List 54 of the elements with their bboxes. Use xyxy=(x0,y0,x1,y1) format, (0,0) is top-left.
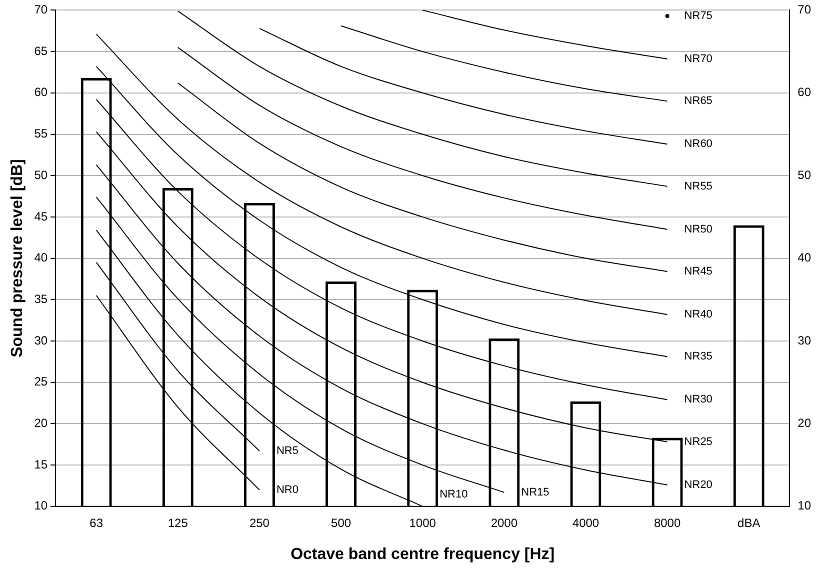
series-label: NR10 xyxy=(440,488,468,500)
y2-tick-label: 60 xyxy=(798,85,812,100)
series-label: NR60 xyxy=(684,138,712,150)
x-tick-label: 500 xyxy=(331,516,352,530)
x-tick-label: 8000 xyxy=(654,516,681,530)
y-axis-title: Sound pressure level [dB] xyxy=(9,159,26,358)
series-label: NR15 xyxy=(521,486,550,498)
series-label: NR5 xyxy=(276,445,298,458)
y-tick-label: 35 xyxy=(34,292,48,306)
y-tick-label: 65 xyxy=(34,44,48,58)
series-label: NR20 xyxy=(684,478,712,491)
y-tick-label: 55 xyxy=(34,126,48,141)
y2-tick-label: 10 xyxy=(798,498,812,513)
y2-tick-label: 50 xyxy=(798,168,812,182)
line-series xyxy=(340,25,668,102)
series-label: NR75 xyxy=(684,10,712,22)
series-label: NR65 xyxy=(684,95,712,108)
line-series xyxy=(96,34,668,316)
y-tick-label: 15 xyxy=(34,457,48,472)
y2-tick-label: 30 xyxy=(798,333,812,348)
x-tick-label: 2000 xyxy=(490,516,518,530)
y2-tick-label: 40 xyxy=(798,250,812,265)
series-label: NR40 xyxy=(684,308,712,321)
series-label: NR30 xyxy=(684,394,712,406)
y-tick-label: 20 xyxy=(34,416,48,430)
line-series xyxy=(177,82,668,272)
series-label: NR25 xyxy=(684,436,712,448)
series-label: NR45 xyxy=(684,266,712,278)
x-tick-label: 250 xyxy=(249,516,270,530)
series-label: NR50 xyxy=(684,223,712,236)
y-tick-label: 10 xyxy=(34,498,48,513)
line-series xyxy=(177,46,668,230)
y-tick-label: 45 xyxy=(34,209,48,224)
x-tick-label: dBA xyxy=(738,516,760,530)
y-tick-label: 70 xyxy=(34,2,48,17)
y-tick-label: 50 xyxy=(34,168,48,182)
x-tick-label: 4000 xyxy=(572,516,600,530)
series-label: NR35 xyxy=(684,350,712,363)
x-tick-label: 125 xyxy=(168,516,188,530)
y-tick-label: 30 xyxy=(34,333,48,348)
y-tick-label: 60 xyxy=(34,85,48,100)
y2-tick-label: 20 xyxy=(798,416,812,430)
line-series xyxy=(177,10,668,187)
x-tick-label: 63 xyxy=(90,516,104,530)
y2-tick-label: 70 xyxy=(798,2,812,17)
y-tick-label: 40 xyxy=(34,250,48,265)
line-series xyxy=(258,28,668,145)
series-label: NR0 xyxy=(276,484,298,496)
series-label: NR70 xyxy=(684,53,712,66)
series-label: NR55 xyxy=(684,180,712,192)
x-tick-label: 1000 xyxy=(409,516,436,530)
x-axis-title: Octave band centre frequency [Hz] xyxy=(290,546,555,563)
line-series xyxy=(422,10,668,60)
y-tick-label: 25 xyxy=(34,374,48,389)
